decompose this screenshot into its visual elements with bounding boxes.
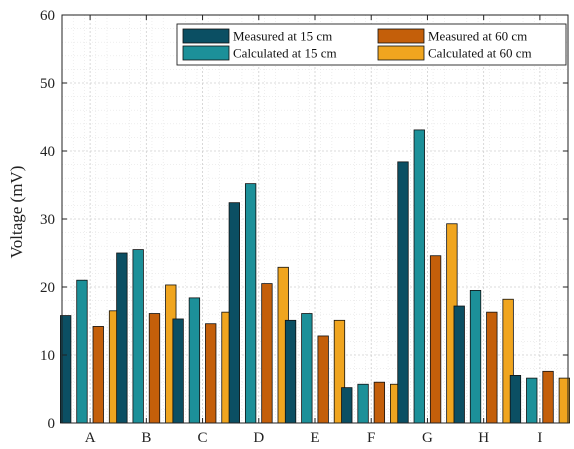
bar	[188, 297, 201, 424]
bar	[413, 129, 425, 424]
bar	[284, 319, 297, 424]
x-tick-label: H	[478, 430, 489, 446]
y-tick-labels: 0 10 20 30 40 50 60	[40, 8, 55, 432]
bar	[261, 283, 273, 424]
legend-label: Measured at 60 cm	[428, 29, 527, 44]
bar	[486, 311, 498, 424]
legend-label: Measured at 15 cm	[233, 29, 332, 44]
axes	[61, 14, 569, 424]
legend-swatch	[182, 45, 230, 61]
legend-swatch	[377, 28, 425, 44]
bar	[542, 370, 554, 424]
y-tick-label: 40	[40, 144, 55, 160]
bar	[509, 374, 522, 424]
bar	[429, 255, 442, 424]
legend-swatch	[377, 45, 425, 61]
y-tick-label: 20	[40, 280, 55, 296]
y-axis-label: Voltage (mV)	[7, 166, 26, 259]
bar	[76, 279, 88, 424]
y-tick-label: 60	[40, 8, 55, 24]
legend-label: Calculated at 15 cm	[233, 46, 337, 61]
x-tick-label: B	[141, 430, 151, 446]
x-tick-label: E	[310, 430, 319, 446]
bar	[397, 161, 409, 424]
bar	[341, 387, 353, 424]
x-tick-label: C	[198, 430, 208, 446]
y-tick-label: 30	[40, 212, 55, 228]
bar	[116, 252, 128, 424]
bar	[132, 249, 144, 424]
bar	[228, 202, 240, 424]
x-tick-label: D	[253, 430, 264, 446]
bar	[205, 323, 217, 424]
y-tick-label: 50	[40, 76, 55, 92]
legend-box	[176, 23, 567, 66]
x-tick-label: A	[85, 430, 96, 446]
bar	[148, 313, 161, 424]
bar	[301, 313, 313, 424]
bar	[373, 381, 386, 424]
legend-label: Calculated at 60 cm	[428, 46, 532, 61]
bar	[357, 383, 369, 424]
y-tick-label: 10	[40, 348, 55, 364]
bar	[453, 305, 465, 424]
bar	[92, 326, 104, 424]
bar	[317, 335, 329, 424]
bar	[244, 183, 257, 424]
bar	[172, 318, 184, 424]
x-tick-labels: A B C D E F G H I	[85, 430, 543, 446]
x-tick-label: F	[367, 430, 375, 446]
bar	[469, 289, 482, 424]
bar	[526, 377, 538, 424]
x-tick-label: G	[422, 430, 433, 446]
legend: Measured at 15 cm Calculated at 15 cm Meas…	[176, 23, 567, 66]
legend-swatch	[182, 28, 230, 44]
x-tick-label: I	[537, 430, 542, 446]
bars	[60, 129, 570, 424]
y-tick-label: 0	[48, 416, 56, 432]
